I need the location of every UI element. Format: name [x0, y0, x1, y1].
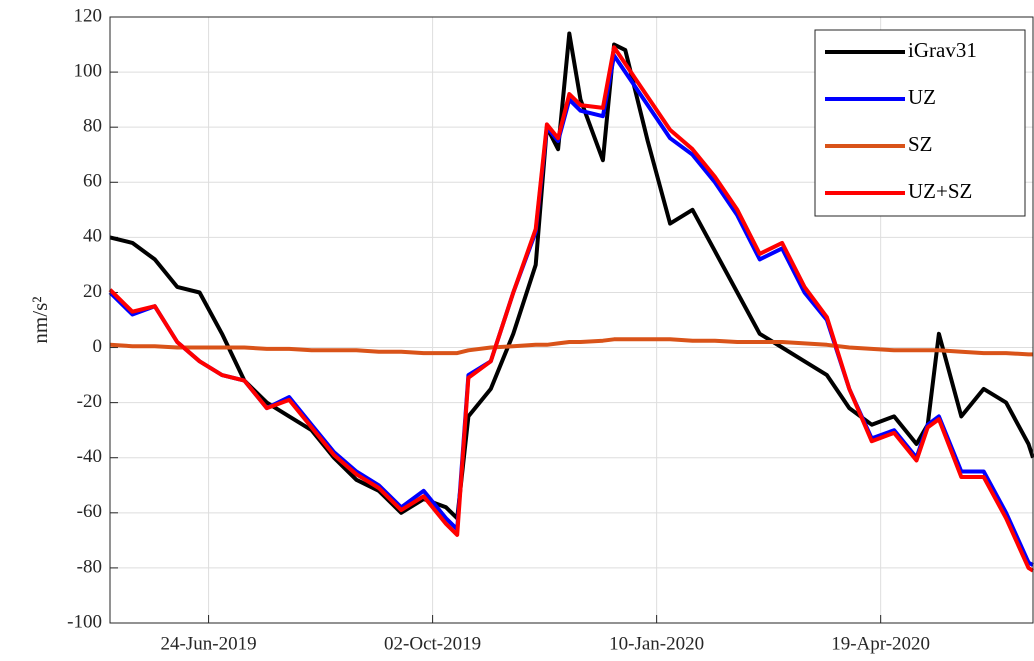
y-tick-label: 100 — [74, 60, 103, 81]
y-tick-label: -100 — [67, 611, 102, 632]
x-tick-label: 02-Oct-2019 — [384, 633, 481, 654]
series-line — [109, 31, 1034, 521]
plot-frame — [109, 16, 1034, 624]
legend-box — [814, 29, 1026, 217]
y-tick-label: 80 — [83, 116, 102, 137]
series-line — [109, 337, 1033, 357]
y-tick-label: -60 — [77, 501, 102, 522]
legend-label: UZ+SZ — [908, 179, 972, 203]
y-tick-label: 20 — [83, 281, 102, 302]
legend-label: SZ — [908, 132, 933, 156]
legend: iGrav31 UZ SZ UZ+SZ — [814, 29, 1026, 217]
x-tick-label: 24-Jun-2019 — [161, 633, 257, 654]
legend-label: iGrav31 — [908, 38, 977, 62]
y-tick-label: 0 — [93, 336, 103, 357]
legend-label: UZ — [908, 85, 936, 109]
y-tick-label: 40 — [83, 226, 102, 247]
y-tick-label: 60 — [83, 171, 102, 192]
y-tick-label: -80 — [77, 556, 102, 577]
x-tick-label: 19-Apr-2020 — [831, 633, 930, 654]
x-tick-label: 10-Jan-2020 — [609, 633, 704, 654]
series-line — [108, 45, 1034, 573]
y-axis-label: nm/s² — [28, 296, 52, 343]
y-tick-label: 120 — [74, 5, 103, 26]
y-tick-label: -20 — [77, 391, 102, 412]
y-tick-label: -40 — [77, 446, 102, 467]
